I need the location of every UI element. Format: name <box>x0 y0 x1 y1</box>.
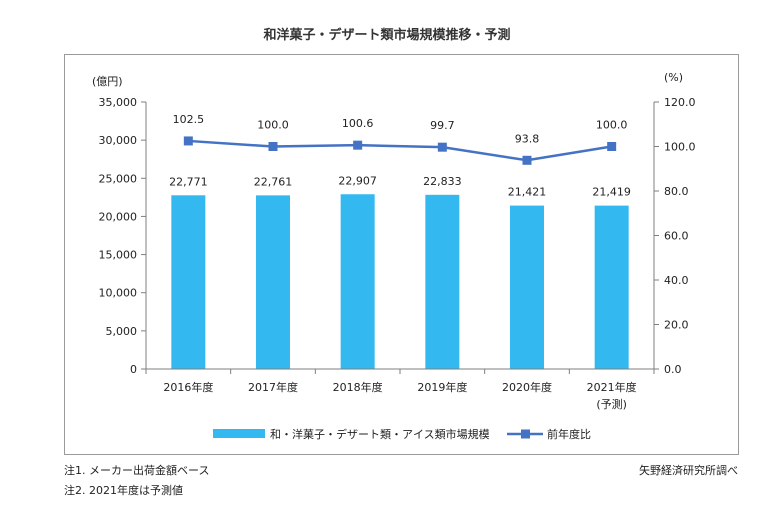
line-series-path <box>188 139 612 162</box>
legend-line-label: 前年度比 <box>547 427 591 441</box>
line-value-label-5: 100.0 <box>596 119 628 132</box>
line-value-label-0: 102.5 <box>173 113 205 126</box>
line-value-label-2: 100.6 <box>342 117 374 130</box>
left-tick-label-3: 15,000 <box>99 249 138 262</box>
bar-value-label-1: 22,761 <box>254 175 293 188</box>
bar-value-label-2: 22,907 <box>338 174 377 187</box>
bar-value-label-4: 21,421 <box>508 186 547 199</box>
category-label-1: 2017年度 <box>248 380 298 394</box>
right-tick-label-6: 120.0 <box>664 96 696 109</box>
bar-4 <box>510 205 544 369</box>
line-value-label-1: 100.0 <box>257 119 289 132</box>
line-point-0 <box>183 136 193 146</box>
left-tick-label-6: 30,000 <box>99 134 138 147</box>
right-tick-label-4: 80.0 <box>664 185 689 198</box>
right-axis-unit: (%) <box>664 71 683 84</box>
line-value-label-4: 93.8 <box>515 132 540 145</box>
right-tick-label-1: 20.0 <box>664 319 689 332</box>
line-point-2 <box>353 140 363 150</box>
left-tick-label-4: 20,000 <box>99 210 138 223</box>
right-tick-label-2: 40.0 <box>664 274 689 287</box>
category-sublabel-5: (予測) <box>596 397 627 411</box>
category-label-0: 2016年度 <box>163 380 213 394</box>
category-label-3: 2019年度 <box>417 380 467 394</box>
right-tick-label-5: 100.0 <box>664 141 696 154</box>
legend-bar-swatch <box>213 429 265 438</box>
bar-value-label-5: 21,419 <box>592 186 631 199</box>
bar-value-label-3: 22,833 <box>423 175 462 188</box>
bar-0 <box>171 195 206 369</box>
left-tick-label-5: 25,000 <box>99 172 138 185</box>
right-tick-label-0: 0.0 <box>664 363 682 376</box>
line-point-5 <box>607 142 617 151</box>
line-point-3 <box>437 142 447 152</box>
chart-title: 和洋菓子・デザート類市場規模推移・予測 <box>263 28 511 43</box>
bar-5 <box>594 205 629 369</box>
source-credit: 矢野経済研究所調べ <box>639 464 738 477</box>
bar-1 <box>256 195 290 369</box>
bar-3 <box>425 194 460 369</box>
left-tick-label-0: 0 <box>130 363 137 376</box>
legend-line-marker <box>521 429 530 439</box>
line-value-label-3: 99.7 <box>430 119 455 132</box>
footnote-2: 注2. 2021年度は予測値 <box>64 484 183 497</box>
bar-2 <box>340 194 375 369</box>
combo-chart: 22,771 22,761 22,907 22,833 21,421 21,419 0 5,0… <box>92 71 696 441</box>
left-tick-label-7: 35,000 <box>99 96 138 109</box>
category-label-2: 2018年度 <box>333 380 383 394</box>
chart-frame: 22,771 22,761 22,907 22,833 21,421 21,419 0 5,0… <box>64 54 739 455</box>
footnote-1: 注1. メーカー出荷金額ベース <box>64 464 210 477</box>
bar-value-label-0: 22,771 <box>169 175 208 188</box>
left-tick-label-2: 10,000 <box>99 287 138 300</box>
left-axis-unit: (億円) <box>92 75 123 88</box>
line-point-4 <box>522 155 532 165</box>
category-label-4: 2020年度 <box>502 380 552 394</box>
legend-bar-label: 和・洋菓子・デザート類・アイス類市場規模 <box>270 427 490 441</box>
left-tick-label-1: 5,000 <box>106 325 138 338</box>
line-point-1 <box>268 142 278 151</box>
category-label-5: 2021年度 <box>587 380 637 394</box>
right-tick-label-3: 60.0 <box>664 230 689 243</box>
